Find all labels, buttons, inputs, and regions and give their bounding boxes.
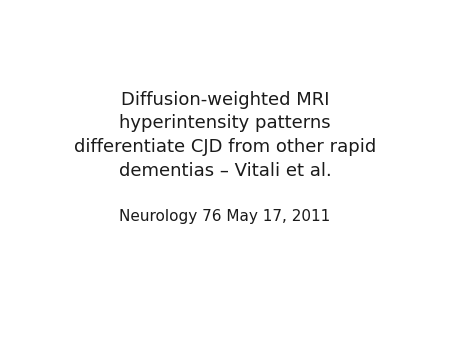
- Text: Diffusion-weighted MRI
hyperintensity patterns
differentiate CJD from other rapi: Diffusion-weighted MRI hyperintensity pa…: [74, 91, 376, 179]
- Text: Neurology 76 May 17, 2011: Neurology 76 May 17, 2011: [119, 209, 331, 224]
